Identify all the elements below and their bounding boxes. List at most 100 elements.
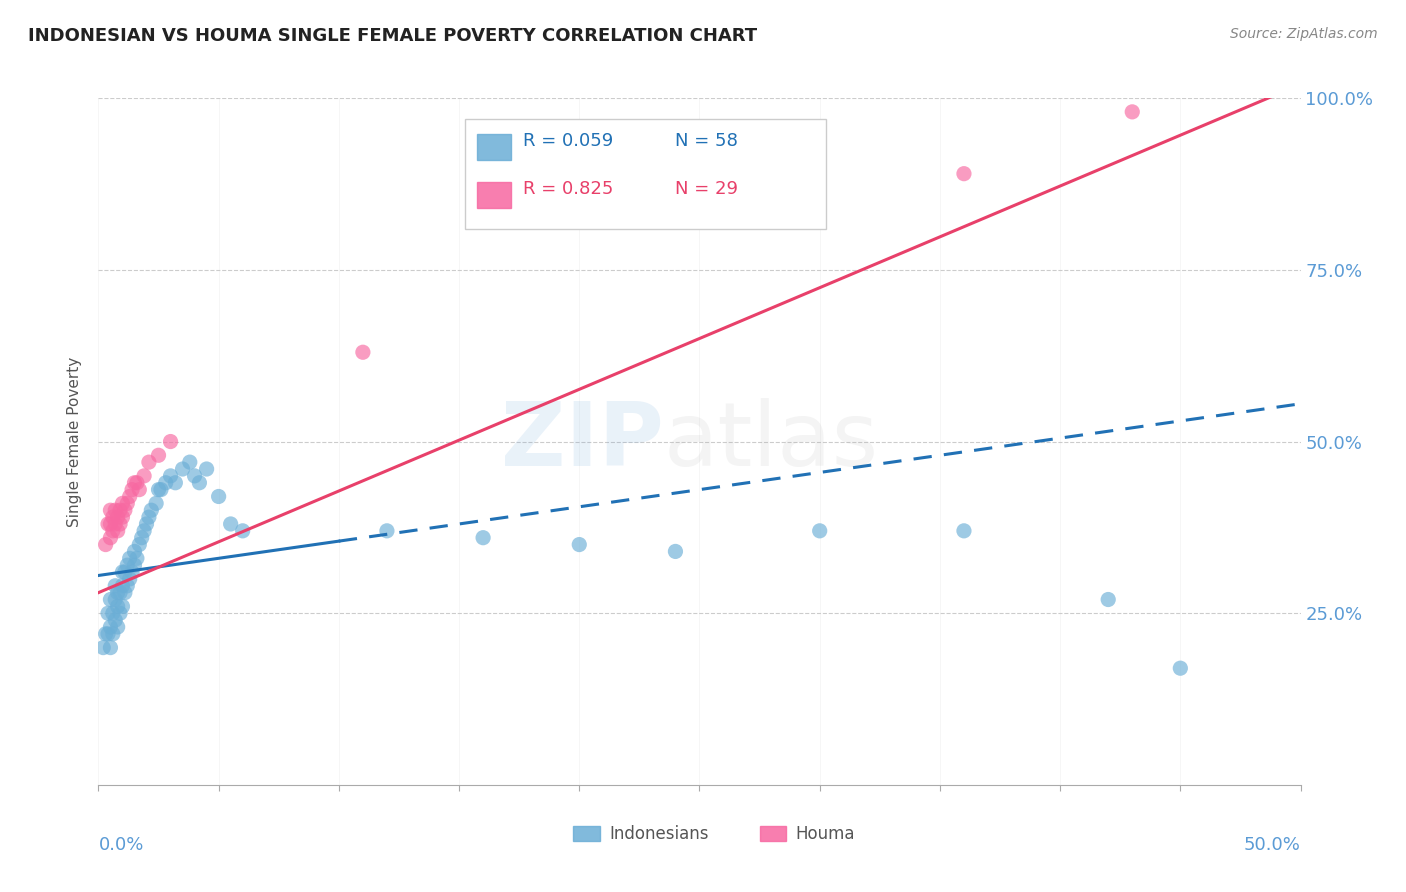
Point <box>97 627 120 641</box>
Point <box>100 516 122 531</box>
Point <box>114 565 136 579</box>
Point <box>808 524 831 538</box>
Point <box>172 462 194 476</box>
Point <box>159 469 181 483</box>
Point <box>138 510 160 524</box>
Point <box>108 585 131 599</box>
Text: N = 29: N = 29 <box>675 180 738 198</box>
Point <box>121 565 143 579</box>
Point <box>953 524 976 538</box>
Point <box>111 599 134 614</box>
Point <box>124 475 146 490</box>
Point <box>104 516 127 531</box>
Point <box>101 627 124 641</box>
Point <box>148 448 170 462</box>
Point <box>91 640 114 655</box>
Point <box>1097 592 1119 607</box>
Point <box>111 510 134 524</box>
Point <box>104 503 127 517</box>
Point <box>118 551 141 566</box>
Point <box>104 579 127 593</box>
Point <box>94 537 117 551</box>
Point <box>1170 661 1192 675</box>
Point <box>165 475 187 490</box>
Point <box>107 620 129 634</box>
Point <box>107 510 129 524</box>
Point <box>568 537 591 551</box>
Point <box>104 613 127 627</box>
Point <box>104 592 127 607</box>
Point <box>138 455 160 469</box>
Text: INDONESIAN VS HOUMA SINGLE FEMALE POVERTY CORRELATION CHART: INDONESIAN VS HOUMA SINGLE FEMALE POVERT… <box>28 27 758 45</box>
Point <box>100 531 122 545</box>
Point <box>94 627 117 641</box>
Point <box>375 524 398 538</box>
Point <box>100 620 122 634</box>
Point <box>132 469 155 483</box>
Point <box>101 607 124 621</box>
Point <box>107 585 129 599</box>
Point <box>664 544 686 558</box>
Bar <box>477 182 510 208</box>
Point <box>124 544 146 558</box>
Text: Source: ZipAtlas.com: Source: ZipAtlas.com <box>1230 27 1378 41</box>
Text: 0.0%: 0.0% <box>98 837 143 855</box>
Point <box>100 592 122 607</box>
Point <box>188 475 211 490</box>
Point <box>108 607 131 621</box>
Point <box>149 483 172 497</box>
Point <box>179 455 201 469</box>
Point <box>472 531 495 545</box>
Point <box>124 558 146 573</box>
Point <box>101 524 124 538</box>
Point <box>128 537 150 551</box>
Text: R = 0.059: R = 0.059 <box>523 132 613 151</box>
Point <box>107 599 129 614</box>
Point <box>111 579 134 593</box>
Point <box>111 496 134 510</box>
Point <box>125 475 148 490</box>
Point <box>117 558 139 573</box>
Point <box>117 496 139 510</box>
Point <box>101 510 124 524</box>
Point <box>141 503 163 517</box>
Bar <box>574 826 600 841</box>
Point <box>953 167 976 181</box>
Point <box>97 516 120 531</box>
Point <box>159 434 181 449</box>
Point <box>352 345 374 359</box>
Point <box>108 516 131 531</box>
Y-axis label: Single Female Poverty: Single Female Poverty <box>67 357 83 526</box>
Text: Houma: Houma <box>796 825 855 843</box>
Point <box>107 524 129 538</box>
Text: atlas: atlas <box>664 398 879 485</box>
Point <box>114 585 136 599</box>
Point <box>219 516 242 531</box>
Point <box>155 475 177 490</box>
Bar <box>477 134 510 160</box>
Point <box>1121 104 1143 119</box>
Point <box>128 483 150 497</box>
Point <box>97 607 120 621</box>
Point <box>114 503 136 517</box>
Point <box>195 462 218 476</box>
Point <box>208 490 231 504</box>
Point <box>131 531 153 545</box>
Point <box>132 524 155 538</box>
Point <box>100 503 122 517</box>
Point <box>108 503 131 517</box>
Point <box>111 565 134 579</box>
Point <box>121 483 143 497</box>
Text: N = 58: N = 58 <box>675 132 738 151</box>
Text: R = 0.825: R = 0.825 <box>523 180 613 198</box>
Text: 50.0%: 50.0% <box>1244 837 1301 855</box>
Point <box>148 483 170 497</box>
Point <box>135 516 157 531</box>
Point <box>183 469 205 483</box>
FancyBboxPatch shape <box>465 119 825 228</box>
Point <box>232 524 254 538</box>
Point <box>145 496 167 510</box>
Text: Indonesians: Indonesians <box>609 825 709 843</box>
Point <box>125 551 148 566</box>
Point <box>118 572 141 586</box>
